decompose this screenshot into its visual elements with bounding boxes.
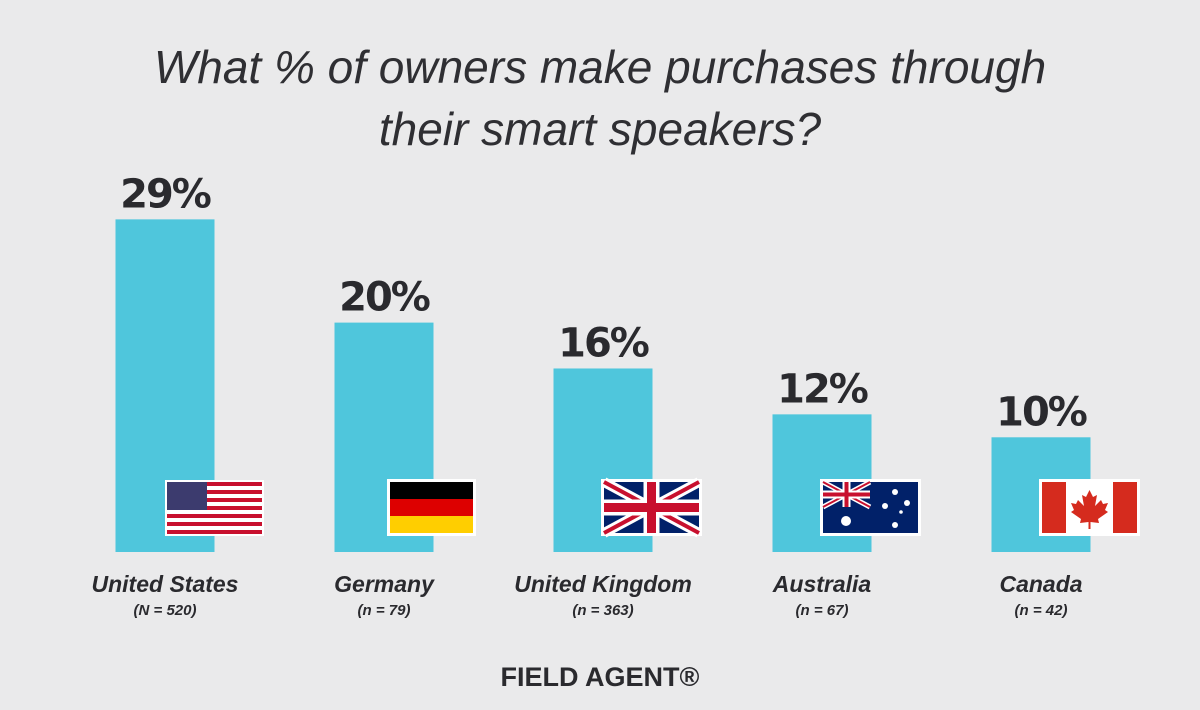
flag-us	[165, 480, 264, 536]
value-label: 10%	[996, 389, 1087, 435]
flag-canada	[1039, 479, 1140, 536]
flag-germany	[387, 479, 476, 536]
category-label: United Kingdom	[514, 571, 692, 597]
category-label: Germany	[334, 571, 435, 597]
value-label: 29%	[120, 171, 211, 217]
value-label: 16%	[558, 320, 649, 366]
flag-australia	[820, 479, 921, 536]
category-note: (n = 42)	[1015, 602, 1068, 619]
category-note: (n = 363)	[572, 602, 633, 619]
category-label: Australia	[772, 571, 872, 597]
logo: FIELD AGENT®	[501, 662, 700, 692]
category-note: (n = 79)	[358, 602, 411, 619]
category-label: Canada	[999, 571, 1082, 597]
chart-title: What % of owners make purchases through …	[153, 41, 1047, 155]
category-note: (N = 520)	[134, 602, 197, 619]
value-label: 12%	[777, 366, 868, 412]
value-label: 20%	[339, 275, 430, 321]
category-label: United States	[92, 571, 239, 597]
flag-uk	[601, 477, 702, 538]
category-note: (n = 67)	[796, 602, 849, 619]
